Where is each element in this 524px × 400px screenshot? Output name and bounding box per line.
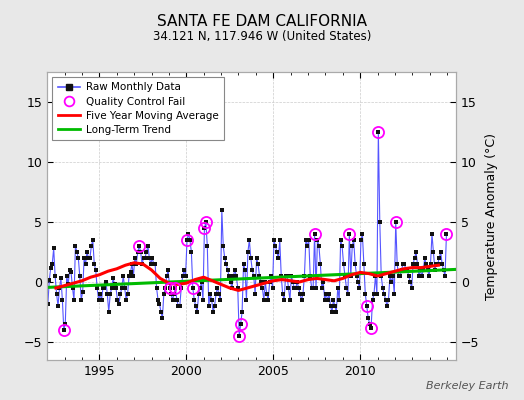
Legend: Raw Monthly Data, Quality Control Fail, Five Year Moving Average, Long-Term Tren: Raw Monthly Data, Quality Control Fail, … bbox=[52, 77, 224, 140]
Text: Berkeley Earth: Berkeley Earth bbox=[426, 381, 508, 391]
Text: 34.121 N, 117.946 W (United States): 34.121 N, 117.946 W (United States) bbox=[153, 30, 371, 43]
Y-axis label: Temperature Anomaly (°C): Temperature Anomaly (°C) bbox=[485, 132, 498, 300]
Text: SANTA FE DAM CALIFORNIA: SANTA FE DAM CALIFORNIA bbox=[157, 14, 367, 29]
